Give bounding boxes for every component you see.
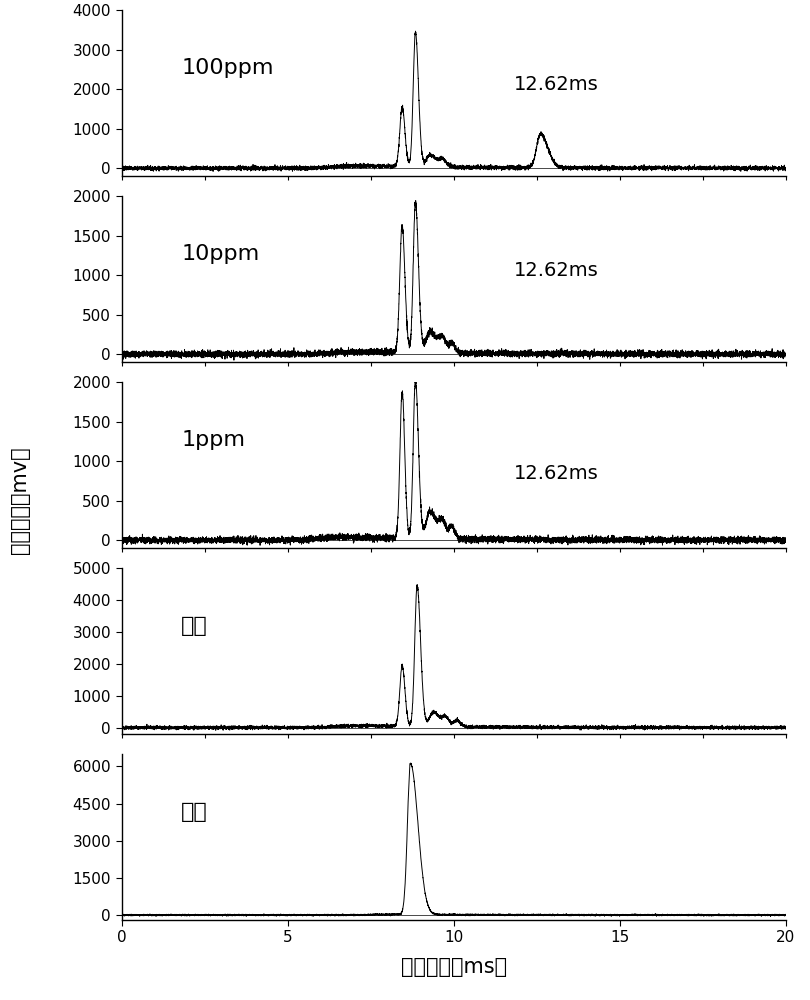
Text: 空白: 空白: [181, 802, 208, 822]
Text: 100ppm: 100ppm: [181, 58, 274, 78]
Text: 1ppm: 1ppm: [181, 430, 245, 450]
Text: 12.62ms: 12.62ms: [514, 464, 598, 483]
Text: 12.62ms: 12.62ms: [514, 75, 598, 94]
Text: 血液: 血液: [181, 616, 208, 636]
X-axis label: 迁移时间（ms）: 迁移时间（ms）: [400, 957, 507, 977]
Text: 12.62ms: 12.62ms: [514, 261, 598, 280]
Text: 10ppm: 10ppm: [181, 244, 259, 264]
Text: 信号强度（mv）: 信号强度（mv）: [11, 446, 30, 554]
